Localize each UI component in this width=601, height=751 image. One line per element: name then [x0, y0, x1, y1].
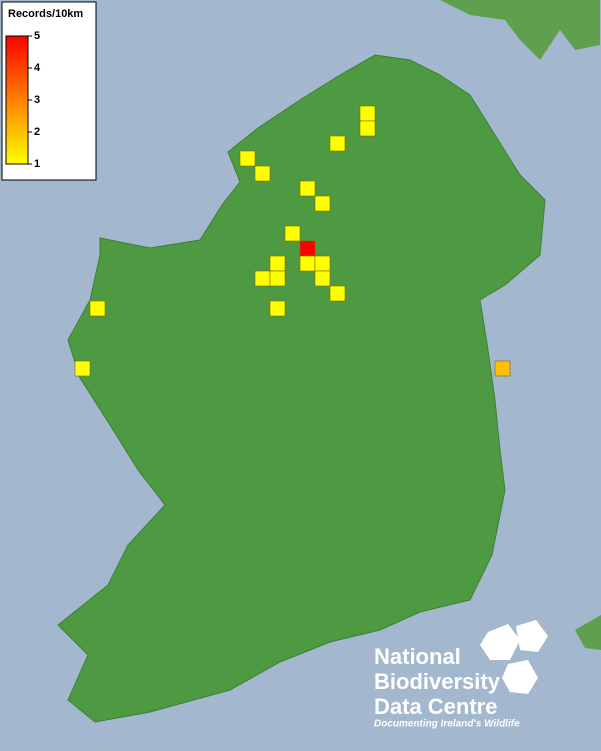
legend: Records/10km — [1, 1, 97, 181]
legend-tick-label: 2 — [34, 126, 40, 138]
record-square — [359, 120, 376, 137]
record-square — [74, 360, 91, 377]
legend-tick-label: 5 — [34, 30, 40, 42]
record-square — [299, 255, 316, 272]
record-square — [329, 135, 346, 152]
logo-hex — [502, 660, 538, 694]
logo-line: Data Centre — [374, 694, 497, 719]
record-square — [314, 255, 331, 272]
land-wales — [575, 615, 601, 650]
record-square — [239, 150, 256, 167]
land-scotland — [440, 0, 600, 60]
legend-title: Records/10km — [8, 8, 83, 20]
record-square — [254, 165, 271, 182]
logo: National Biodiversity Data Centre Docume… — [374, 620, 548, 730]
record-square — [494, 360, 511, 377]
logo-line: Biodiversity — [374, 669, 501, 694]
record-square — [269, 255, 286, 272]
record-square — [329, 285, 346, 302]
logo-hex — [516, 620, 548, 652]
record-square — [89, 300, 106, 317]
logo-tagline: Documenting Ireland's Wildlife — [374, 719, 520, 730]
record-square — [269, 300, 286, 317]
logo-line: National — [374, 644, 461, 669]
record-square — [359, 105, 376, 122]
record-square — [314, 270, 331, 287]
color-bar — [5, 35, 29, 165]
land-ireland — [57, 54, 546, 723]
logo-hex — [480, 624, 520, 660]
record-square — [269, 270, 286, 287]
legend-tick-label: 4 — [34, 62, 41, 74]
record-square — [299, 240, 316, 257]
record-square — [314, 195, 331, 212]
record-square — [254, 270, 271, 287]
legend-tick-label: 3 — [34, 94, 40, 106]
record-square — [284, 225, 301, 242]
legend-tick-label: 1 — [34, 158, 40, 170]
record-square — [299, 180, 316, 197]
